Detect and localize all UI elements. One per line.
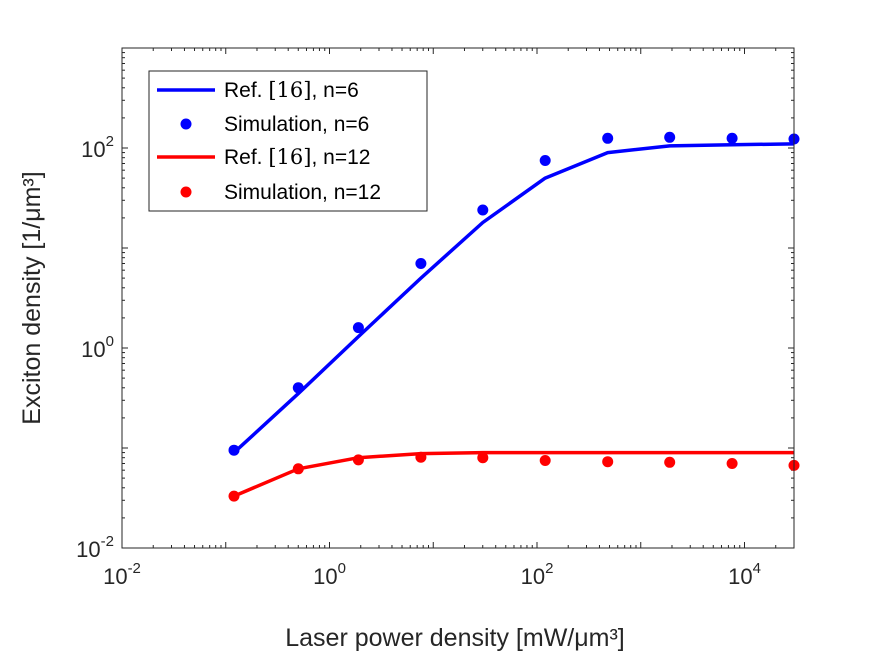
data-point [539, 155, 551, 166]
legend-entry-label: Simulation, n=12 [224, 181, 381, 204]
series-4 [228, 451, 800, 502]
data-point [602, 456, 614, 468]
data-point [292, 463, 304, 475]
legend: Ref. [16], n=6 Simulation, n=6 Ref. [16], … [148, 70, 428, 212]
data-point [352, 322, 364, 334]
series-3 [233, 450, 794, 498]
legend-box [148, 70, 428, 212]
data-point [415, 451, 427, 463]
series-line [233, 450, 794, 498]
x-axis-label: Laser power density [mW/μm³] [285, 624, 625, 652]
legend-entry-label: Ref. [16], n=12 [224, 145, 370, 169]
y-tick-label: 100 [81, 333, 114, 362]
plot-frame [121, 47, 795, 549]
data-point [477, 452, 489, 464]
series-2 [228, 131, 800, 456]
data-point [352, 454, 364, 466]
x-tick-label: 10-2 [103, 560, 141, 589]
x-tick-label: 100 [313, 560, 346, 589]
data-point [539, 455, 551, 466]
x-tick-label: 104 [728, 560, 761, 589]
data-point [726, 458, 738, 469]
series-line [232, 142, 795, 454]
legend-marker-swatch [180, 186, 192, 198]
legend-entry-label: Simulation, n=6 [224, 113, 369, 136]
data-point [726, 132, 738, 144]
data-point [415, 258, 427, 269]
data-point [664, 456, 676, 468]
data-point [228, 444, 240, 456]
series-layer [228, 131, 800, 502]
legend-entry-label: Ref. [16], n=6 [224, 78, 359, 102]
y-axis-label: Exciton density [1/μm³] [18, 171, 46, 424]
series-1 [232, 142, 795, 454]
data-point [228, 490, 240, 502]
legend-marker-swatch [180, 118, 192, 130]
data-point [602, 132, 614, 144]
data-point [477, 204, 489, 216]
data-point [664, 131, 676, 143]
y-tick-label: 102 [81, 133, 114, 162]
x-tick-label: 102 [521, 560, 554, 589]
y-tick-label: 10-2 [76, 533, 114, 562]
data-point [292, 382, 304, 394]
